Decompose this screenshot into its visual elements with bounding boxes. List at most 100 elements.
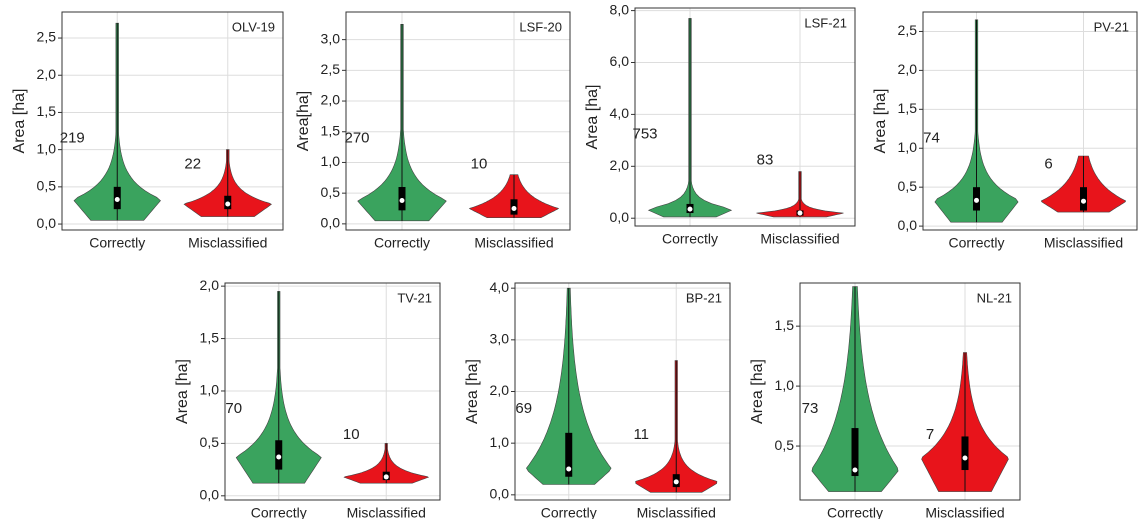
median [974,197,979,203]
count-label: 11 [633,426,649,443]
count-label: 70 [225,400,242,417]
median [673,479,679,485]
y-tick-label: 2,5 [37,29,57,45]
y-tick-label: 0,5 [775,437,795,453]
y-tick-label: 4,0 [610,105,630,121]
plot-border [514,282,731,501]
y-tick-label: 1,5 [898,100,918,116]
box [961,436,969,471]
y-tick-label: 0,5 [200,434,220,450]
y-tick-label: 4,0 [490,279,510,295]
y-axis-title: Area [ha] [174,359,191,424]
y-axis-title: Area [ha] [11,89,28,154]
y-tick-label: 1,5 [37,103,57,119]
y-tick-label: 2,5 [898,22,918,38]
panel-label: TV-21 [397,290,432,305]
median [114,196,120,202]
plot-border [799,282,1021,501]
median [399,198,405,204]
count-label: 270 [344,129,369,146]
median [276,454,282,460]
x-tick-label: Correctly [827,505,883,519]
count-label: 7 [926,426,934,443]
median [1081,198,1086,204]
y-tick-label: 1,5 [321,122,341,138]
y-tick-label: 0,0 [898,217,918,233]
y-tick-label: 3,0 [490,331,510,347]
count-label: 10 [343,426,360,443]
y-tick-label: 0,5 [898,178,918,194]
median [225,201,231,207]
y-tick-label: 8,0 [610,1,630,17]
plot-border [634,7,856,227]
y-tick-label: 2,0 [37,66,57,82]
y-tick-label: 2,0 [321,92,341,108]
y-tick-label: 0,0 [37,215,57,231]
y-tick-label: 6,0 [610,53,630,69]
count-label: 74 [923,129,940,146]
x-tick-label: Misclassified [760,231,839,247]
count-label: 73 [802,400,819,417]
x-tick-label: Misclassified [474,235,553,251]
y-tick-label: 2,0 [610,157,630,173]
y-axis-title: Area [ha] [464,359,481,424]
panel-label: NL-21 [977,290,1012,305]
y-tick-label: 0,5 [321,184,341,200]
plot-background [635,8,855,226]
y-tick-label: 0,5 [37,178,57,194]
panel-label: BP-21 [686,290,722,305]
median [797,210,803,216]
x-tick-label: Misclassified [188,235,267,251]
plot-border [224,282,441,501]
y-tick-label: 2,0 [898,61,918,77]
x-tick-label: Correctly [948,235,1004,251]
y-tick-label: 0,0 [321,215,341,231]
y-tick-label: 1,5 [775,317,795,333]
y-tick-label: 2,5 [321,61,341,77]
x-tick-label: Misclassified [1044,235,1123,251]
x-tick-label: Correctly [374,235,430,251]
median [852,467,858,473]
count-label: 83 [757,152,774,169]
median [687,206,693,212]
y-tick-label: 2,0 [200,277,220,293]
y-tick-label: 3,0 [321,30,341,46]
box [565,432,573,477]
y-tick-label: 2,0 [490,382,510,398]
y-axis-title: Area [ha] [584,85,601,150]
x-tick-label: Correctly [662,231,718,247]
y-axis-title: Area [ha] [749,359,766,424]
count-label: 753 [632,125,657,142]
x-tick-label: Misclassified [637,505,716,519]
median [511,206,517,212]
plot-border [345,11,571,231]
median [962,455,968,461]
count-label: 6 [1044,156,1052,173]
count-label: 10 [471,156,488,173]
panel-label: PV-21 [1094,19,1129,34]
box [851,428,859,477]
panel-label: OLV-19 [232,19,275,34]
count-label: 219 [60,129,85,146]
x-tick-label: Correctly [89,235,145,251]
median [383,474,389,480]
y-tick-label: 1,0 [775,377,795,393]
x-tick-label: Correctly [541,505,597,519]
panel-label: LSF-21 [804,15,847,30]
x-tick-label: Misclassified [925,505,1004,519]
y-tick-label: 1,0 [898,139,918,155]
plot-border [922,11,1138,231]
plot-border [61,11,284,231]
x-tick-label: Correctly [251,505,307,519]
y-tick-label: 1,5 [200,329,220,345]
count-label: 22 [184,156,201,173]
y-tick-label: 0,0 [610,209,630,225]
y-tick-label: 0,0 [200,487,220,503]
panel-label: LSF-20 [519,19,562,34]
y-axis-title: Area [ha] [872,89,889,154]
y-tick-label: 1,0 [200,382,220,398]
y-axis-title: Area[ha] [295,91,312,151]
median [566,466,572,472]
x-tick-label: Misclassified [347,505,426,519]
